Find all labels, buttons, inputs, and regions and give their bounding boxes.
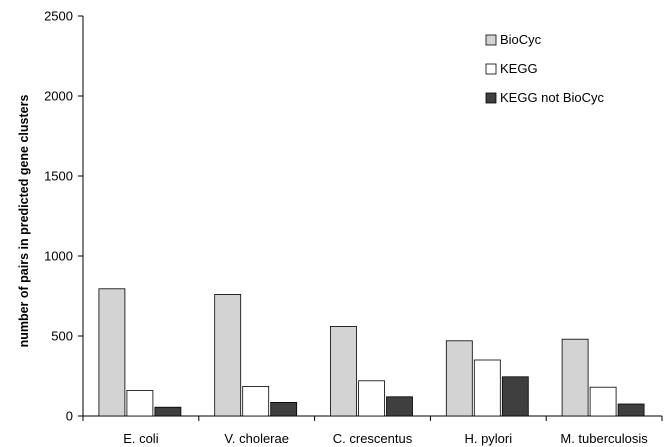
legend-label-kegg: KEGG — [500, 61, 538, 76]
x-category-label-v-cholerae: V. cholerae — [224, 431, 289, 446]
bar-kegg-not-biocyc-h-pylori — [501, 376, 529, 417]
y-tick-label: 0 — [66, 409, 73, 424]
bar-biocyc-c-crescentus — [330, 325, 357, 417]
legend-label-kegg-not-biocyc: KEGG not BioCyc — [500, 90, 605, 105]
y-tick-label: 1000 — [44, 249, 73, 264]
legend: BioCyc KEGG KEGG not BioCyc — [485, 32, 605, 105]
y-tick-label: 500 — [51, 329, 73, 344]
x-category-label-e-coli: E. coli — [123, 431, 159, 446]
y-axis: 0 500 1000 1500 2000 2500 — [44, 9, 84, 424]
bars — [98, 288, 645, 417]
x-category-label-m-tuberculosis: M. tuberculosis — [560, 431, 648, 446]
bar-kegg-v-cholerae — [242, 385, 270, 417]
bar-kegg-not-biocyc-e-coli — [154, 406, 182, 417]
bar-biocyc-m-tuberculosis — [561, 338, 589, 417]
legend-swatch-biocyc — [485, 34, 497, 46]
bar-kegg-e-coli — [126, 389, 154, 417]
bar-kegg-c-crescentus — [358, 380, 385, 417]
y-tick-label: 2000 — [44, 89, 73, 104]
bar-biocyc-v-cholerae — [214, 293, 242, 417]
legend-swatch-kegg-not-biocyc — [485, 92, 497, 104]
legend-label-biocyc: BioCyc — [500, 32, 542, 47]
bar-kegg-h-pylori — [473, 359, 501, 417]
x-category-label-c-crescentus: C. crescentus — [333, 431, 413, 446]
bar-biocyc-h-pylori — [445, 340, 473, 417]
bar-kegg-m-tuberculosis — [589, 386, 617, 417]
x-axis: E. coli V. cholerae C. crescentus H. pylori… — [82, 415, 663, 446]
y-tick-label: 2500 — [44, 9, 73, 24]
bar-kegg-not-biocyc-m-tuberculosis — [617, 403, 645, 417]
legend-swatch-kegg — [485, 63, 497, 75]
bar-kegg-not-biocyc-v-cholerae — [270, 401, 298, 417]
y-tick-label: 1500 — [44, 169, 73, 184]
bar-kegg-not-biocyc-c-crescentus — [386, 396, 413, 417]
bar-biocyc-e-coli — [98, 288, 126, 417]
y-axis-title: number of pairs in predicted gene cluste… — [17, 95, 31, 348]
x-category-label-h-pylori: H. pylori — [464, 431, 512, 446]
